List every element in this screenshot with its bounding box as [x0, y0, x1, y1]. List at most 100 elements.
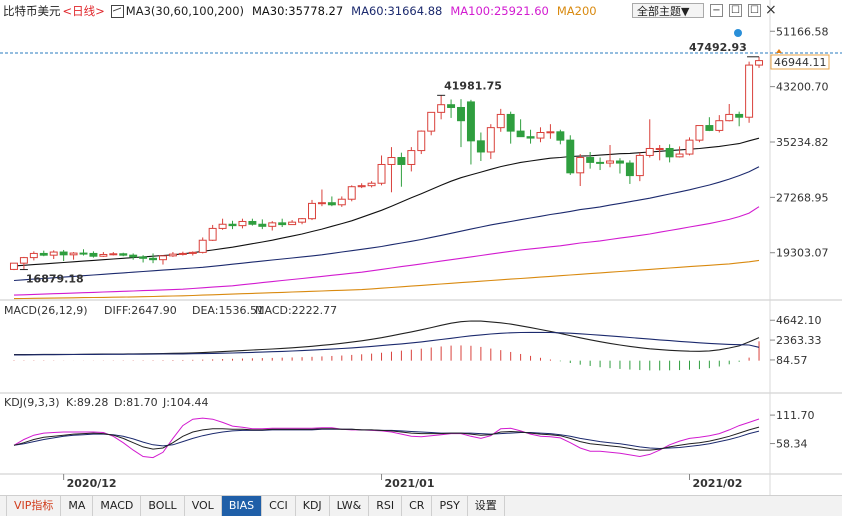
candle-body: [645, 147, 654, 156]
candle-body: [417, 130, 426, 152]
kdj-d-value: D:81.70: [114, 396, 158, 409]
low-price-label: 16879.18: [26, 273, 84, 286]
kdj-d-line: [13, 428, 760, 450]
candle-body: [705, 125, 714, 131]
candle-body: [238, 220, 247, 227]
candle-body: [99, 253, 108, 257]
tab-1[interactable]: VIP指标: [7, 496, 62, 516]
chart-header: 比特币美元 <日线> MA3(30,60,100,200) MA30:35778…: [0, 0, 842, 22]
candle-body: [29, 252, 38, 259]
candle-body: [496, 113, 505, 129]
checkbox-icon[interactable]: ☐: [729, 4, 742, 17]
ma200-line: [13, 259, 760, 300]
date-tick-label: 2021/02: [692, 477, 742, 490]
candle-body: [556, 131, 565, 141]
candle-body: [437, 104, 446, 113]
candle-body: [109, 253, 118, 256]
kdj-k-value: K:89.28: [66, 396, 108, 409]
candle-body: [596, 161, 605, 164]
candle-body: [317, 202, 326, 205]
price-tick-label: 19303.07: [776, 247, 829, 260]
candle-body: [79, 252, 88, 255]
candle-body: [526, 136, 535, 139]
candle-body: [288, 221, 297, 226]
period-selector[interactable]: <日线>: [62, 4, 105, 18]
candle-body: [367, 182, 376, 187]
macd-tick-label: 2363.33: [776, 334, 822, 347]
candle-body: [486, 127, 495, 153]
theme-select[interactable]: 全部主题▼: [632, 3, 704, 18]
macd-tick-label: 84.57: [776, 354, 808, 367]
candle-body: [377, 163, 386, 184]
candle-body: [635, 154, 644, 177]
price-tick-label: 43200.70: [776, 81, 829, 94]
ma-indicator-icon[interactable]: [110, 4, 124, 18]
tab-6[interactable]: BIAS: [221, 496, 263, 516]
chart-title: 比特币美元: [3, 4, 61, 18]
ma-label: MA3(30,60,100,200): [125, 4, 244, 18]
candle-body: [39, 252, 48, 256]
candle-body: [228, 223, 237, 227]
tab-13[interactable]: 设置: [468, 496, 505, 516]
candle-body: [397, 157, 406, 165]
candle-body: [337, 198, 346, 206]
macd-label: MACD(26,12,9): [4, 304, 88, 317]
candle-body: [695, 125, 704, 141]
candle-body: [387, 157, 396, 165]
tab-2[interactable]: MA: [61, 496, 94, 516]
candle-body: [278, 222, 287, 226]
candle-body: [576, 157, 585, 174]
macd-hist-value: MACD:2222.77: [255, 304, 337, 317]
candle-body: [178, 252, 187, 255]
kdj-j-line: [13, 417, 760, 459]
candle-body: [447, 104, 456, 108]
ma60-line: [13, 166, 760, 282]
tab-11[interactable]: CR: [402, 496, 433, 516]
candle-body: [665, 147, 674, 158]
candle-body: [586, 157, 595, 163]
tab-bar-left-handle[interactable]: [0, 496, 7, 516]
candle-body: [516, 130, 525, 138]
minus-icon[interactable]: −: [710, 4, 723, 17]
tab-7[interactable]: CCI: [262, 496, 296, 516]
last-price-box: [770, 54, 830, 70]
candle-body: [129, 254, 138, 258]
candle-body: [755, 60, 764, 66]
candle-body: [655, 147, 664, 150]
tab-8[interactable]: KDJ: [296, 496, 330, 516]
candle-body: [308, 202, 316, 220]
alert-dot-icon: [734, 29, 742, 37]
candle-body: [625, 162, 634, 177]
tab-10[interactable]: RSI: [369, 496, 403, 516]
tab-4[interactable]: BOLL: [141, 496, 185, 516]
candle-body: [258, 223, 267, 227]
tab-5[interactable]: VOL: [185, 496, 222, 516]
macd-diff-line: [14, 320, 760, 356]
candle-body: [119, 253, 128, 256]
candle-body: [615, 160, 624, 164]
candle-body: [606, 160, 614, 164]
tab-3[interactable]: MACD: [93, 496, 142, 516]
candle-body: [248, 220, 257, 225]
candle-body: [198, 239, 207, 253]
macd-diff-value: DIFF:2647.90: [104, 304, 177, 317]
candle-body: [9, 262, 18, 270]
candle-body: [745, 64, 754, 118]
ma100-line: [13, 206, 760, 296]
kdj-tick-label: 58.34: [776, 438, 808, 451]
tab-12[interactable]: PSY: [432, 496, 468, 516]
candle-body: [89, 252, 98, 257]
price-tick-label: 35234.82: [776, 136, 829, 149]
candle-body: [476, 140, 485, 153]
candle-body: [536, 132, 545, 139]
candle-body: [357, 185, 366, 188]
tab-9[interactable]: LW&: [330, 496, 370, 516]
candle-body: [347, 186, 356, 200]
date-tick-label: 2021/01: [385, 477, 435, 490]
candle-body: [208, 227, 217, 241]
close-icon[interactable]: ×: [765, 2, 777, 18]
ma30-value: MA30:35778.27: [252, 4, 344, 18]
checkbox-icon-2[interactable]: ☐: [748, 4, 761, 17]
candle-body: [69, 252, 78, 256]
